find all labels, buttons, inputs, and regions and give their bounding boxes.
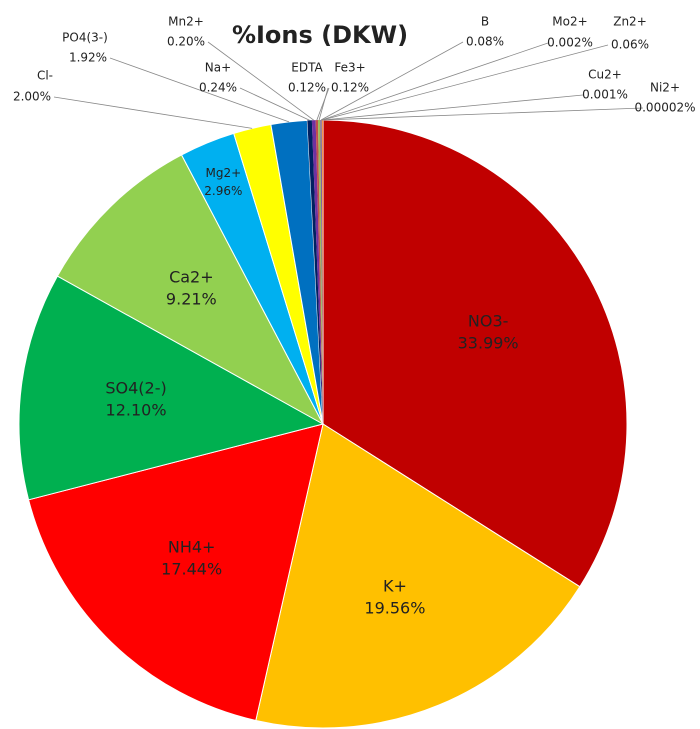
leader-line [322,44,609,121]
data-label-value: 0.12% [331,81,369,95]
data-label-name: Fe3+ [334,61,365,75]
data-label-name: Ca2+ [169,268,214,287]
data-label-name: NO3- [468,312,509,331]
pie-slice [322,119,628,588]
data-label-name: Ni2+ [650,81,680,95]
pie-slice [56,154,325,426]
leader-line [321,42,549,121]
data-label-value: 0.001% [582,88,628,102]
data-label-value: 2.00% [13,90,51,104]
pie-slice [320,120,323,424]
data-label-name: Mn2+ [168,15,204,29]
data-label-value: 0.06% [611,38,649,52]
pie-slice [315,120,323,425]
data-label-name: EDTA [291,61,323,75]
data-label-name: SO4(2-) [105,378,166,397]
leader-line [53,96,253,129]
pie-slice [317,120,323,425]
data-label-value: 0.00002% [634,101,695,115]
data-label-value: 12.10% [106,400,167,419]
leader-line [318,87,329,121]
data-label-name: Na+ [205,61,231,75]
data-label-value: 17.44% [161,560,222,579]
data-label-name: Cu2+ [588,68,622,82]
pie-slice [321,120,323,425]
data-label-name: B [481,15,489,29]
data-label-value: 0.12% [288,81,326,95]
data-label-value: 9.21% [166,290,217,309]
leader-line [322,94,584,121]
data-label-value: 0.002% [547,36,593,50]
pie-slice [27,423,324,722]
data-label-value: 2.96% [204,184,242,198]
leader-line [207,41,315,121]
data-label-name: Zn2+ [613,15,647,29]
data-label-name: K+ [383,577,407,596]
data-label-value: 0.24% [199,81,237,95]
data-label-name: Cl- [37,69,53,83]
pie-slice [311,120,323,425]
data-label-name: PO4(3-) [62,31,108,45]
leader-line [109,57,290,123]
data-label-value: 0.08% [466,35,504,49]
chart-title: %Ions (DKW) [232,21,408,49]
data-label-value: 19.56% [364,599,425,618]
data-label-value: 33.99% [458,334,519,353]
leader-line [239,87,310,121]
leader-line [320,41,464,121]
data-label-value: 0.20% [167,35,205,49]
leader-line [316,87,330,121]
data-label-name: Mo2+ [552,15,587,29]
data-label-name: NH4+ [168,538,216,557]
data-label-name: Mg2+ [206,166,242,180]
data-label-value: 1.92% [69,51,107,65]
pie-slice [307,120,323,425]
pie-slice [255,423,581,729]
pie-slice [18,275,325,501]
leader-line [322,107,644,121]
pie-slice [321,120,323,424]
